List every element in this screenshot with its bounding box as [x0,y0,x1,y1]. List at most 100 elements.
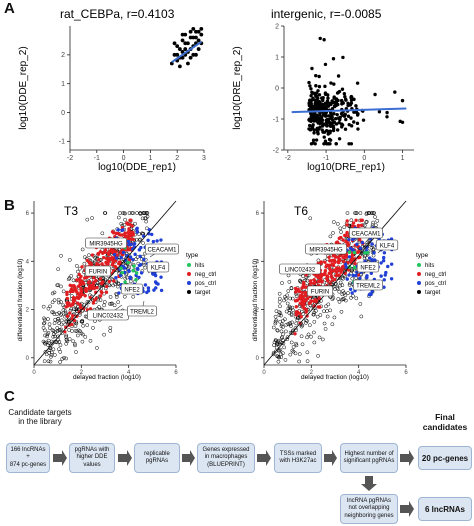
target-point [281,318,285,323]
scatter-plot-dre: intergenic, r=-0.0085 log10(DRE_rep_2) l… [232,7,414,173]
neg-ctrl-point [329,271,333,275]
data-point [325,99,330,103]
data-point [329,111,333,115]
pos-ctrl-point [137,263,142,268]
y-tick-label: 0 [256,356,260,362]
target-point [297,352,302,356]
target-point [305,350,310,355]
panel-letter-c: C [4,388,15,405]
target-point [87,253,91,258]
target-point [273,349,278,354]
neg-ctrl-point [101,255,106,260]
data-point [314,73,318,78]
pos-ctrl-point [126,239,131,244]
y-tick-label: 6 [256,211,260,217]
target-point [325,314,330,319]
y-axis-label: log10(DDE_rep_2) [18,46,29,129]
neg-ctrl-point [340,265,345,269]
data-point [191,26,196,31]
data-point [339,122,344,126]
target-point [297,359,301,364]
data-point [311,141,315,145]
target-point [275,328,280,332]
target-point [43,349,48,354]
pos-ctrl-point [347,237,351,242]
target-point [282,345,287,350]
target-point [324,304,328,309]
target-point [284,309,289,314]
neg-ctrl-point [86,280,91,285]
x-axis-label: delayed fraction (log10) [301,374,369,381]
target-point [72,341,77,346]
y-tick-label: 2 [61,52,65,59]
y-tick-label: 0 [26,356,30,362]
flow-arrows [53,450,414,517]
data-point [172,52,177,57]
neg-ctrl-point [335,273,339,277]
data-point [307,123,312,128]
target-point [306,332,311,337]
neg-ctrl-point [68,283,72,287]
target-point [288,296,292,301]
legend-title: type [186,252,199,259]
target-point [288,306,293,311]
legend-entry-neg-ctrl: neg_ctrl [195,272,216,278]
neg-ctrl-point [317,296,322,301]
target-point [294,321,299,326]
neg-ctrl-point [92,275,96,280]
data-point [349,142,354,146]
neg-ctrl-point [71,314,75,318]
neg-ctrl-point [107,252,111,257]
gene-label-box [352,279,383,291]
target-point [77,266,82,271]
target-point [365,211,369,215]
target-point [52,321,57,326]
target-point [83,335,88,339]
neg-ctrl-point [127,248,131,252]
target-point [64,334,68,339]
pos-ctrl-point [139,245,143,250]
data-point [308,128,313,132]
data-point [180,38,185,43]
pos-ctrl-point [128,275,132,279]
data-point [332,95,336,99]
legend-entry-hits: hits [195,263,204,269]
target-point [280,281,284,285]
target-point [102,300,107,304]
y-axis-label: differentiated fraction (log10) [252,259,259,342]
pos-ctrl-point [138,254,142,259]
target-point [278,347,283,352]
neg-ctrl-point [72,298,77,303]
target-point [108,295,113,299]
target-point [340,297,344,302]
target-point [88,338,93,343]
target-point [44,340,49,345]
data-point [175,52,180,57]
pos-ctrl-point [153,280,158,284]
target-point [320,337,325,342]
gene-label-ceacam1: CEACAM1 [147,247,177,253]
target-point [59,300,63,304]
target-point [48,359,53,364]
data-point [331,100,335,105]
target-point [52,290,57,295]
target-point [369,211,374,215]
data-point [323,139,328,143]
neg-ctrl-point [88,307,93,311]
target-point [42,321,47,325]
target-point [283,358,288,362]
pos-ctrl-point [358,276,362,280]
neg-ctrl-point [70,322,74,327]
data-point [377,110,382,114]
target-point [41,304,46,309]
data-point [323,62,328,67]
target-point [325,309,329,313]
axes: 0 2 4 6 0 2 4 6 [256,201,408,376]
legend-swatch [417,290,421,294]
data-point [332,120,337,124]
x-tick-label: 0 [362,155,366,162]
plot-title: rat_CEBPa, r=0.4103 [60,7,175,21]
neg-ctrl-point [309,281,313,285]
hit-point [365,250,370,255]
data-point [328,123,332,127]
